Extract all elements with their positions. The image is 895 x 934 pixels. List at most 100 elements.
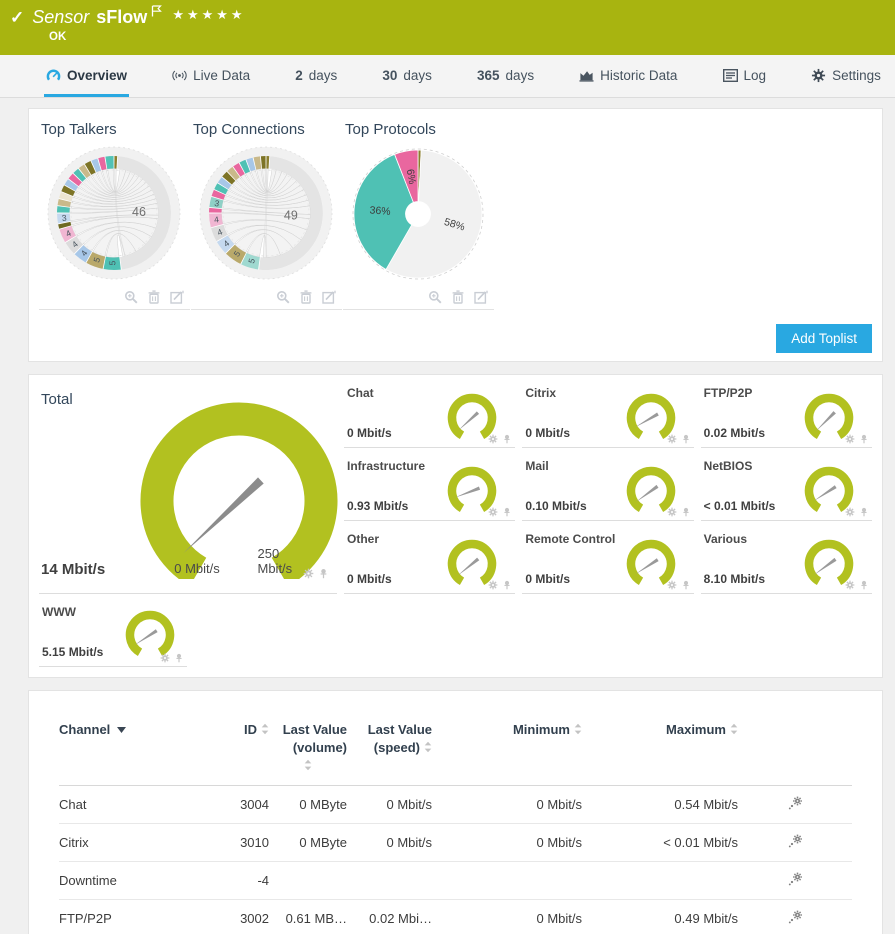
- gauge-channel-name: WWW: [42, 605, 76, 619]
- caret-down-icon: [117, 720, 127, 738]
- toplist-top-connections: Top Connections 49 5 5 4 4 4 3: [191, 119, 342, 310]
- trash-icon[interactable]: [147, 290, 161, 304]
- edit-icon[interactable]: [322, 290, 336, 304]
- gauge-channel-name: Total: [41, 391, 73, 408]
- pin-icon[interactable]: [502, 434, 512, 444]
- trash-icon[interactable]: [299, 290, 313, 304]
- column-header-maximum[interactable]: Maximum: [582, 715, 738, 787]
- column-label: Maximum: [582, 721, 738, 739]
- column-header-id[interactable]: ID: [209, 715, 269, 787]
- pin-icon[interactable]: [681, 507, 691, 517]
- tab-overview[interactable]: Overview: [44, 55, 130, 97]
- flag-icon[interactable]: [151, 4, 163, 22]
- gear-icon[interactable]: [160, 653, 170, 663]
- sensor-title-row: ✓ Sensor sFlow ★★★★★: [10, 4, 246, 28]
- column-header-channel[interactable]: Channel: [59, 715, 209, 787]
- gauge-value: 8.10 Mbit/s: [703, 572, 766, 586]
- tab-label: days: [403, 68, 432, 83]
- toplist-toolbar: [39, 288, 190, 310]
- pin-icon[interactable]: [174, 653, 184, 663]
- tab-bar: Overview Live Data 2 days 30 days 365 days Histo…: [0, 55, 895, 98]
- edit-icon[interactable]: [474, 290, 488, 304]
- status-badge[interactable]: OK: [49, 31, 67, 43]
- gauge-scale-max: 250 Mbit/s: [257, 546, 293, 576]
- cell-channel[interactable]: Downtime: [59, 861, 209, 901]
- column-header-minimum[interactable]: Minimum: [432, 715, 582, 787]
- main-content: Top Talkers 46 5 5 4 4 4 3 Top Connections 49 5 5 4 4…: [0, 98, 895, 934]
- gear-icon[interactable]: [488, 580, 498, 590]
- cell-actions: [738, 785, 852, 825]
- gear-icon: [811, 68, 826, 83]
- sort-icon: [730, 723, 738, 735]
- cell-last-volume: 0 MByte: [269, 785, 347, 825]
- pin-icon[interactable]: [502, 507, 512, 517]
- tab-2-days[interactable]: 2 days: [293, 55, 339, 97]
- cell-channel[interactable]: FTP/P2P: [59, 899, 209, 934]
- gear-icon[interactable]: [488, 434, 498, 444]
- magnifier-icon[interactable]: [124, 290, 138, 304]
- tab-30-days[interactable]: 30 days: [380, 55, 434, 97]
- gear-icon[interactable]: [667, 434, 677, 444]
- svg-text:4: 4: [221, 238, 231, 249]
- column-header-last_speed[interactable]: Last Value (speed): [347, 715, 432, 787]
- gear-icon[interactable]: [667, 507, 677, 517]
- pin-icon[interactable]: [859, 580, 869, 590]
- gauge-tile-other: Other 0 Mbit/s: [344, 529, 516, 594]
- gear-icon[interactable]: [488, 507, 498, 517]
- pin-icon[interactable]: [318, 568, 329, 579]
- gauge-value: 0.93 Mbit/s: [347, 499, 409, 513]
- pin-icon[interactable]: [681, 434, 691, 444]
- svg-text:49: 49: [284, 208, 298, 222]
- rating-stars[interactable]: ★★★★★: [172, 7, 246, 22]
- tab-live-data[interactable]: Live Data: [170, 55, 252, 97]
- gauge-tile-tools: [845, 580, 869, 590]
- cell-id: 3002: [209, 899, 269, 934]
- channel-gear-icon[interactable]: [787, 871, 803, 887]
- gear-icon[interactable]: [303, 568, 314, 579]
- chord-chart-top-talkers[interactable]: 46 5 5 4 4 4 3: [39, 140, 189, 288]
- svg-text:4: 4: [216, 227, 224, 238]
- magnifier-icon[interactable]: [276, 290, 290, 304]
- gear-icon[interactable]: [845, 434, 855, 444]
- chart-icon: [579, 68, 594, 83]
- gear-icon[interactable]: [667, 580, 677, 590]
- cell-channel[interactable]: Citrix: [59, 823, 209, 863]
- pin-icon[interactable]: [502, 580, 512, 590]
- edit-icon[interactable]: [170, 290, 184, 304]
- pie-chart-top-protocols[interactable]: 58% 36% 6%: [343, 140, 493, 288]
- pin-icon[interactable]: [859, 434, 869, 444]
- toplist-title: Top Connections: [193, 121, 305, 138]
- add-toplist-button[interactable]: Add Toplist: [776, 324, 872, 353]
- svg-text:3: 3: [61, 213, 67, 223]
- sort-icon: [269, 759, 347, 771]
- column-header-last_volume[interactable]: Last Value (volume): [269, 715, 347, 787]
- gauge-channel-name: Mail: [525, 459, 549, 473]
- tab-settings[interactable]: Settings: [809, 55, 883, 97]
- column-label-line2: (volume): [292, 739, 347, 755]
- tab-label: Settings: [832, 68, 881, 83]
- channel-gear-icon[interactable]: [787, 909, 803, 925]
- column-label: Last Value: [282, 722, 347, 737]
- gear-icon[interactable]: [845, 507, 855, 517]
- pin-icon[interactable]: [681, 580, 691, 590]
- tab-365-days[interactable]: 365 days: [475, 55, 536, 97]
- toplist-title: Top Protocols: [345, 121, 436, 138]
- chord-chart-top-connections[interactable]: 49 5 5 4 4 4 3: [191, 140, 341, 288]
- gear-icon[interactable]: [845, 580, 855, 590]
- trash-icon[interactable]: [451, 290, 465, 304]
- gauge-value: 0 Mbit/s: [347, 426, 392, 440]
- tab-log[interactable]: Log: [721, 55, 769, 97]
- gauge-tile-infrastructure: Infrastructure 0.93 Mbit/s: [344, 456, 516, 521]
- channel-gear-icon[interactable]: [787, 795, 803, 811]
- pin-icon[interactable]: [859, 507, 869, 517]
- toplist-title: Top Talkers: [41, 121, 117, 138]
- gauge-tile-tools: [488, 507, 512, 517]
- gauge-value: 0 Mbit/s: [525, 572, 570, 586]
- add-toplist-row: Add Toplist: [39, 324, 872, 353]
- gauge-value: 0 Mbit/s: [347, 572, 392, 586]
- cell-channel[interactable]: Chat: [59, 785, 209, 825]
- tab-historic-data[interactable]: Historic Data: [577, 55, 679, 97]
- channel-gear-icon[interactable]: [787, 833, 803, 849]
- magnifier-icon[interactable]: [428, 290, 442, 304]
- gauge-value: 5.15 Mbit/s: [42, 645, 104, 659]
